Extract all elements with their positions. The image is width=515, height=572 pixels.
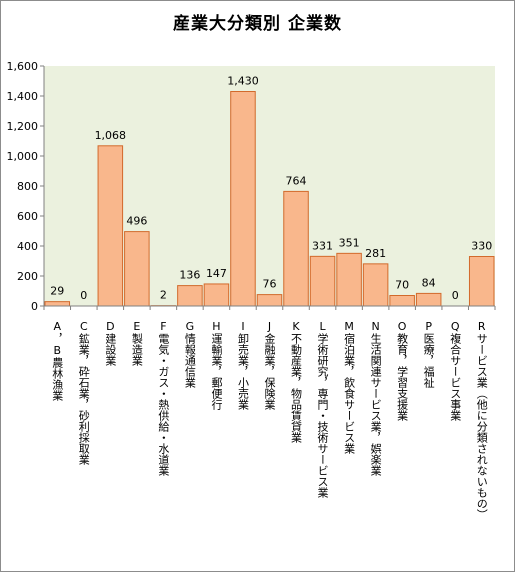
data-label: 136 xyxy=(179,269,200,282)
y-tick-label: 600 xyxy=(17,210,38,223)
y-tick-label: 0 xyxy=(31,300,38,313)
bar xyxy=(283,190,309,307)
data-label: 1,068 xyxy=(95,129,127,142)
x-category-label: C鉱業，砕石業，砂利採取業 xyxy=(77,320,90,465)
bar xyxy=(336,252,362,307)
bar xyxy=(309,255,336,307)
x-category-label: K不動産業，物品賃貸業 xyxy=(290,320,303,443)
data-label: 1,430 xyxy=(227,75,259,88)
bar xyxy=(362,263,389,307)
bar xyxy=(97,145,124,307)
data-label: 281 xyxy=(365,247,386,260)
x-category-label: F電気・ガス・熱供給・水道業 xyxy=(157,320,170,476)
bar xyxy=(230,91,256,307)
bar xyxy=(124,231,150,307)
data-label: 0 xyxy=(452,289,459,302)
data-label: 331 xyxy=(312,239,333,252)
data-label: 147 xyxy=(206,267,227,280)
data-label: 70 xyxy=(395,279,409,292)
y-tick-label: 400 xyxy=(17,240,38,253)
x-category-label: P医療，福祉 xyxy=(422,320,435,389)
x-category-label: L学術研究，専門・技術サービス業 xyxy=(316,320,329,498)
chart-title: 産業大分類別 企業数 xyxy=(173,14,342,34)
y-axis: 0 200 400 600 800 1,000 1,200 1,400 1,600 xyxy=(7,60,45,313)
x-category-label: H運輸業，郵便行 xyxy=(210,320,223,411)
bar xyxy=(256,294,283,307)
x-category-label: E製造業 xyxy=(130,320,143,366)
x-axis: A，B農林漁業 C鉱業，砕石業，砂利採取業 D建設業 E製造業 F電気・ガス・熱供給・水… xyxy=(43,305,496,520)
data-label: 29 xyxy=(50,285,64,298)
data-label: 2 xyxy=(160,289,167,302)
data-label: 764 xyxy=(286,174,307,187)
bar xyxy=(415,292,442,307)
bar xyxy=(468,256,495,307)
y-tick-label: 1,400 xyxy=(7,90,39,103)
x-category-label: Rサービス業（他に分類されないもの） xyxy=(475,320,488,520)
x-category-label: Q複合サービス事業 xyxy=(449,320,462,421)
data-label: 496 xyxy=(126,215,147,228)
x-category-label: O教育，学習支援業 xyxy=(396,320,409,421)
data-label: 76 xyxy=(263,278,277,291)
data-label: 84 xyxy=(422,276,436,289)
bar xyxy=(203,283,230,307)
bars: 29 0 1,068 496 2 136 147 1,430 76 764 331 351 281 70 8… xyxy=(44,75,495,307)
y-tick-label: 1,200 xyxy=(7,120,39,133)
data-label: 0 xyxy=(80,289,87,302)
x-category-label: M宿泊業，飲食サービス業 xyxy=(343,320,356,454)
data-label: 330 xyxy=(471,240,492,253)
x-category-label: J金融業，保険業 xyxy=(263,320,276,410)
x-category-label: I卸売業，小売業 xyxy=(236,320,249,410)
x-category-label: D建設業 xyxy=(104,320,117,366)
y-tick-label: 200 xyxy=(17,270,38,283)
y-tick-label: 1,000 xyxy=(7,150,39,163)
x-category-label: A，B農林漁業 xyxy=(51,320,64,401)
y-tick-label: 1,600 xyxy=(7,60,39,73)
data-label: 351 xyxy=(339,236,360,249)
y-tick-label: 800 xyxy=(17,180,38,193)
x-category-label: N生活関連サービス業，娯楽業 xyxy=(369,320,382,476)
bar xyxy=(177,285,203,307)
x-category-label: G情報通信業 xyxy=(183,320,196,388)
bar xyxy=(44,301,71,307)
bar xyxy=(389,295,415,307)
